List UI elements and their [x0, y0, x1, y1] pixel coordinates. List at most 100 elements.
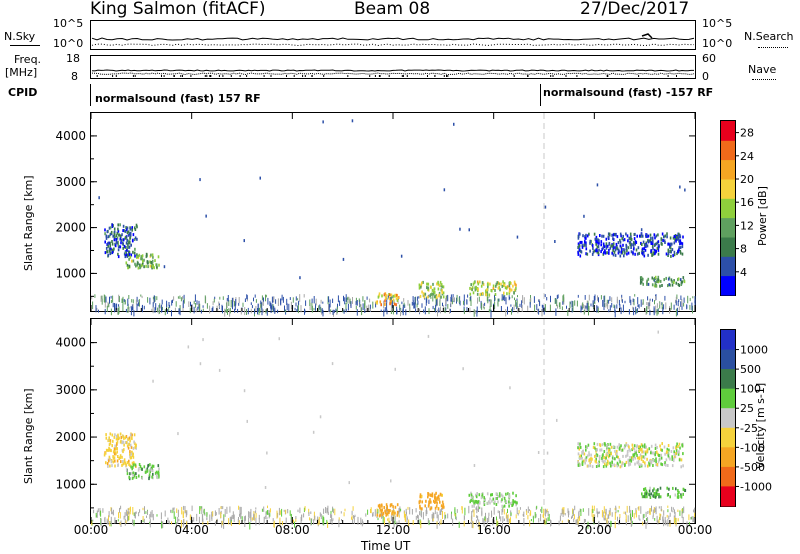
- velocity-ground-scatter: [352, 515, 354, 519]
- power-cell: [379, 300, 382, 304]
- velocity-cell: [124, 441, 127, 444]
- power-ground-scatter: [128, 295, 130, 299]
- power-cell: [126, 226, 129, 230]
- power-cell: [664, 234, 667, 238]
- velocity-cell: [129, 472, 131, 476]
- velocity-ground-scatter: [258, 517, 260, 526]
- power-cell: [680, 283, 683, 286]
- power-cell: [109, 244, 111, 248]
- velocity-ground-scatter: [587, 521, 589, 529]
- power-ground-scatter: [262, 299, 264, 306]
- velocity-ground-scatter: [149, 514, 151, 519]
- velocity-cell: [677, 492, 679, 496]
- power-cell: [624, 251, 626, 255]
- velocity-ground-scatter: [652, 515, 654, 520]
- power-cell: [647, 277, 650, 281]
- power-ground-scatter: [195, 303, 197, 308]
- velocity-cell: [476, 500, 479, 504]
- velocity-cell: [148, 473, 151, 477]
- velocity-cell: [644, 452, 647, 456]
- power-cell: [112, 224, 114, 228]
- power-cell: [513, 288, 516, 292]
- velocity-ground-scatter: [510, 512, 512, 516]
- velocity-ground-scatter: [185, 510, 187, 513]
- power-ground-scatter: [664, 295, 666, 301]
- velocity-cell: [155, 470, 158, 474]
- velocity-cell: [128, 462, 130, 466]
- power-cell: [420, 285, 422, 289]
- velocity-cell: [471, 504, 474, 508]
- power-cell: [495, 284, 497, 288]
- velocity-isolated-point: [264, 486, 267, 489]
- power-ground-scatter: [409, 306, 411, 312]
- power-ground-scatter: [458, 297, 460, 304]
- power-ground-scatter: [213, 298, 215, 303]
- velocity-ground-scatter: [100, 510, 102, 517]
- power-ground-scatter: [675, 300, 677, 306]
- power-ground-scatter: [605, 302, 607, 308]
- nave-dot: [565, 75, 567, 77]
- velocity-ground-scatter: [507, 508, 508, 514]
- power-cell: [679, 233, 681, 237]
- power-cell: [136, 255, 139, 258]
- velocity-ground-scatter: [109, 521, 111, 527]
- power-cell: [106, 230, 109, 234]
- velocity-ground-scatter: [598, 511, 600, 514]
- velocity-cell: [116, 447, 118, 451]
- power-ground-scatter: [629, 296, 631, 303]
- velocity-cell: [122, 460, 124, 463]
- power-ground-scatter: [359, 299, 361, 308]
- power-ground-scatter: [131, 304, 133, 311]
- velocity-cell: [639, 453, 642, 457]
- power-ground-scatter: [311, 298, 313, 304]
- power-cell: [135, 264, 137, 268]
- power-cell: [643, 247, 645, 251]
- velocity-cell: [114, 444, 116, 448]
- power-ground-scatter: [594, 294, 596, 301]
- velocity-ground-scatter: [343, 512, 345, 517]
- power-ground-scatter: [584, 295, 586, 300]
- nave-dot: [96, 75, 98, 77]
- velocity-cell: [675, 448, 678, 452]
- power-cell: [580, 250, 583, 254]
- power-cell: [129, 231, 132, 235]
- cpid-segment-2: normalsound (fast) -157 RF: [543, 86, 714, 99]
- power-cell: [481, 292, 484, 295]
- velocity-ground-scatter: [124, 518, 126, 526]
- power-cell: [126, 228, 128, 232]
- power-cell: [598, 248, 600, 252]
- power-ground-scatter: [476, 310, 478, 317]
- x-tick-label: 04:00: [174, 523, 209, 537]
- x-tick-label: 00:00: [74, 523, 109, 537]
- velocity-cell: [614, 457, 616, 461]
- power-cell: [597, 245, 600, 248]
- power-ground-scatter: [303, 294, 305, 298]
- power-cell: [651, 276, 654, 280]
- power-ground-scatter: [488, 309, 490, 313]
- power-isolated-point: [554, 240, 556, 243]
- velocity-cell: [109, 457, 111, 461]
- velocity-ground-scatter: [170, 509, 172, 513]
- velocity-ground-scatter: [452, 518, 454, 526]
- velocity-cell: [439, 500, 441, 504]
- velocity-ground-scatter: [180, 520, 182, 528]
- velocity-cell: [392, 510, 394, 514]
- power-ground-scatter: [470, 295, 472, 301]
- velocity-ground-scatter: [323, 518, 325, 526]
- velocity-cell: [645, 489, 648, 493]
- velocity-cell: [470, 493, 473, 497]
- velocity-ground-scatter: [693, 509, 695, 513]
- power-cell: [418, 286, 421, 290]
- power-cell: [611, 251, 613, 255]
- velocity-ground-scatter: [664, 516, 666, 525]
- velocity-ground-scatter: [160, 512, 162, 520]
- velocity-cell: [131, 433, 133, 437]
- power-cell: [474, 286, 476, 290]
- velocity-ground-scatter: [199, 506, 201, 514]
- velocity-ground-scatter: [119, 521, 121, 526]
- velocity-cell: [135, 476, 138, 479]
- power-ground-scatter: [322, 301, 324, 304]
- velocity-cell: [581, 460, 584, 464]
- power-ground-scatter: [96, 307, 98, 311]
- power-ground-scatter: [117, 307, 119, 315]
